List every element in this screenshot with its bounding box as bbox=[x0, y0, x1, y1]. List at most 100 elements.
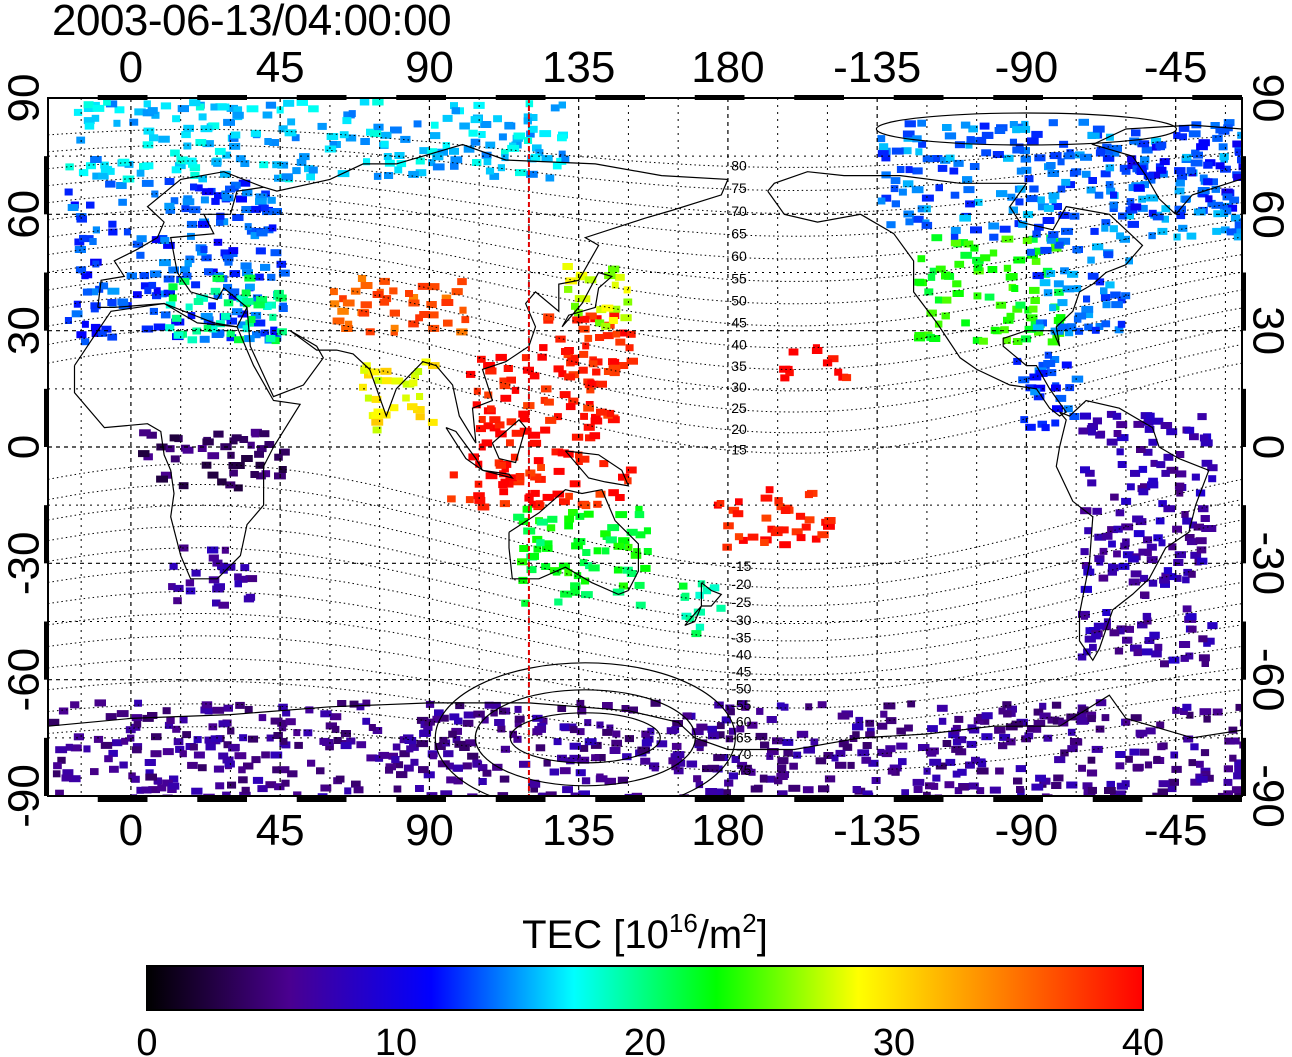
tec-cell bbox=[843, 743, 852, 751]
tec-cell bbox=[788, 784, 801, 792]
tec-cell bbox=[428, 159, 436, 167]
tec-cell bbox=[765, 486, 774, 494]
lon-label-bottom: 135 bbox=[542, 806, 615, 855]
tec-cell bbox=[493, 115, 502, 123]
tec-cell bbox=[169, 434, 180, 442]
tec-cell bbox=[61, 774, 73, 782]
tec-cell bbox=[416, 716, 429, 724]
tec-cell bbox=[459, 122, 470, 130]
tec-cell bbox=[604, 777, 616, 785]
tec-cell bbox=[55, 789, 64, 796]
tec-cell bbox=[623, 298, 633, 306]
tec-cell bbox=[440, 790, 453, 796]
tec-cell bbox=[880, 710, 888, 718]
tec-cell bbox=[1252, 125, 1260, 132]
tec-cell bbox=[1105, 147, 1114, 155]
tec-cell bbox=[207, 452, 220, 460]
tec-cell bbox=[861, 756, 872, 764]
tec-cell bbox=[210, 735, 222, 743]
tec-cell bbox=[624, 735, 634, 743]
coastline bbox=[564, 450, 630, 487]
tec-cell bbox=[912, 167, 923, 175]
tec-cell bbox=[342, 117, 352, 125]
tec-cell bbox=[1223, 119, 1235, 127]
tec-cell bbox=[984, 293, 995, 301]
tec-cell bbox=[1141, 146, 1153, 154]
tec-cell bbox=[1229, 737, 1240, 745]
tec-cell bbox=[681, 592, 690, 600]
tec-cell bbox=[497, 792, 509, 796]
tec-cell bbox=[259, 161, 269, 169]
tec-cell bbox=[545, 174, 555, 182]
tec-cell bbox=[1159, 158, 1170, 166]
tec-cell bbox=[594, 754, 606, 761]
tec-cell bbox=[1176, 212, 1186, 220]
maglat-contour bbox=[48, 328, 1242, 434]
tec-cell bbox=[1188, 759, 1196, 767]
tec-cell bbox=[332, 317, 345, 325]
tec-cell bbox=[1230, 214, 1241, 222]
tec-cell bbox=[118, 158, 130, 166]
tec-region-australia bbox=[513, 505, 652, 609]
tec-cell bbox=[410, 371, 419, 379]
tec-cell bbox=[187, 761, 198, 769]
tec-cell bbox=[212, 274, 225, 282]
tec-cell bbox=[1188, 130, 1201, 138]
tec-cell bbox=[107, 299, 117, 306]
tec-cell bbox=[1156, 143, 1165, 151]
tec-cell bbox=[707, 764, 720, 772]
tec-cell bbox=[191, 281, 201, 289]
tec-cell bbox=[1057, 299, 1068, 307]
tec-cell bbox=[246, 105, 259, 113]
tec-cell bbox=[451, 107, 460, 115]
tec-cell bbox=[409, 379, 418, 387]
tec-cell bbox=[472, 159, 482, 166]
tec-cell bbox=[1213, 210, 1222, 218]
tec-cell bbox=[1180, 654, 1189, 662]
tec-cell bbox=[935, 184, 943, 192]
tec-cell bbox=[1067, 270, 1079, 278]
tec-cell bbox=[1002, 337, 1011, 344]
tec-cell bbox=[223, 254, 234, 262]
tec-cell bbox=[702, 587, 712, 595]
tec-cell bbox=[822, 359, 833, 367]
tec-cell bbox=[1042, 217, 1055, 224]
tec-cell bbox=[936, 704, 948, 712]
tec-cell bbox=[1105, 164, 1115, 172]
tec-cell bbox=[1048, 192, 1060, 200]
tec-cell bbox=[1015, 765, 1026, 773]
maglat-contour bbox=[48, 525, 1242, 624]
tec-cell bbox=[372, 291, 384, 298]
tec-cell bbox=[1197, 413, 1207, 421]
tec-cell bbox=[539, 130, 552, 138]
tec-cell bbox=[834, 368, 843, 376]
tec-cell bbox=[105, 100, 118, 108]
tec-cell bbox=[932, 774, 941, 782]
tec-cell bbox=[1079, 706, 1089, 714]
tec-cell bbox=[582, 295, 591, 303]
tec-cell bbox=[193, 751, 205, 759]
tec-cell bbox=[221, 194, 234, 202]
tec-cell bbox=[954, 736, 967, 744]
tec-cell bbox=[292, 167, 301, 175]
tec-cell bbox=[1099, 547, 1108, 555]
tec-cell bbox=[278, 125, 288, 133]
tec-region-east-asia bbox=[539, 312, 638, 376]
tec-cell bbox=[691, 728, 704, 736]
tec-cell bbox=[528, 114, 538, 121]
tec-cell bbox=[307, 759, 316, 767]
tec-cell bbox=[250, 471, 259, 478]
tec-cell bbox=[596, 408, 607, 416]
tec-cell bbox=[181, 205, 190, 213]
tec-cell bbox=[912, 778, 925, 786]
tec-cell bbox=[988, 222, 1000, 230]
tec-cell bbox=[691, 630, 702, 638]
tec-cell bbox=[559, 723, 570, 731]
maglat-contour bbox=[48, 484, 1242, 589]
tec-cell bbox=[945, 758, 956, 766]
tec-cell bbox=[1148, 477, 1158, 485]
maglat-contour bbox=[48, 293, 1242, 392]
tec-cell bbox=[777, 757, 789, 765]
tec-cell bbox=[250, 129, 261, 137]
tec-cell bbox=[981, 131, 994, 139]
